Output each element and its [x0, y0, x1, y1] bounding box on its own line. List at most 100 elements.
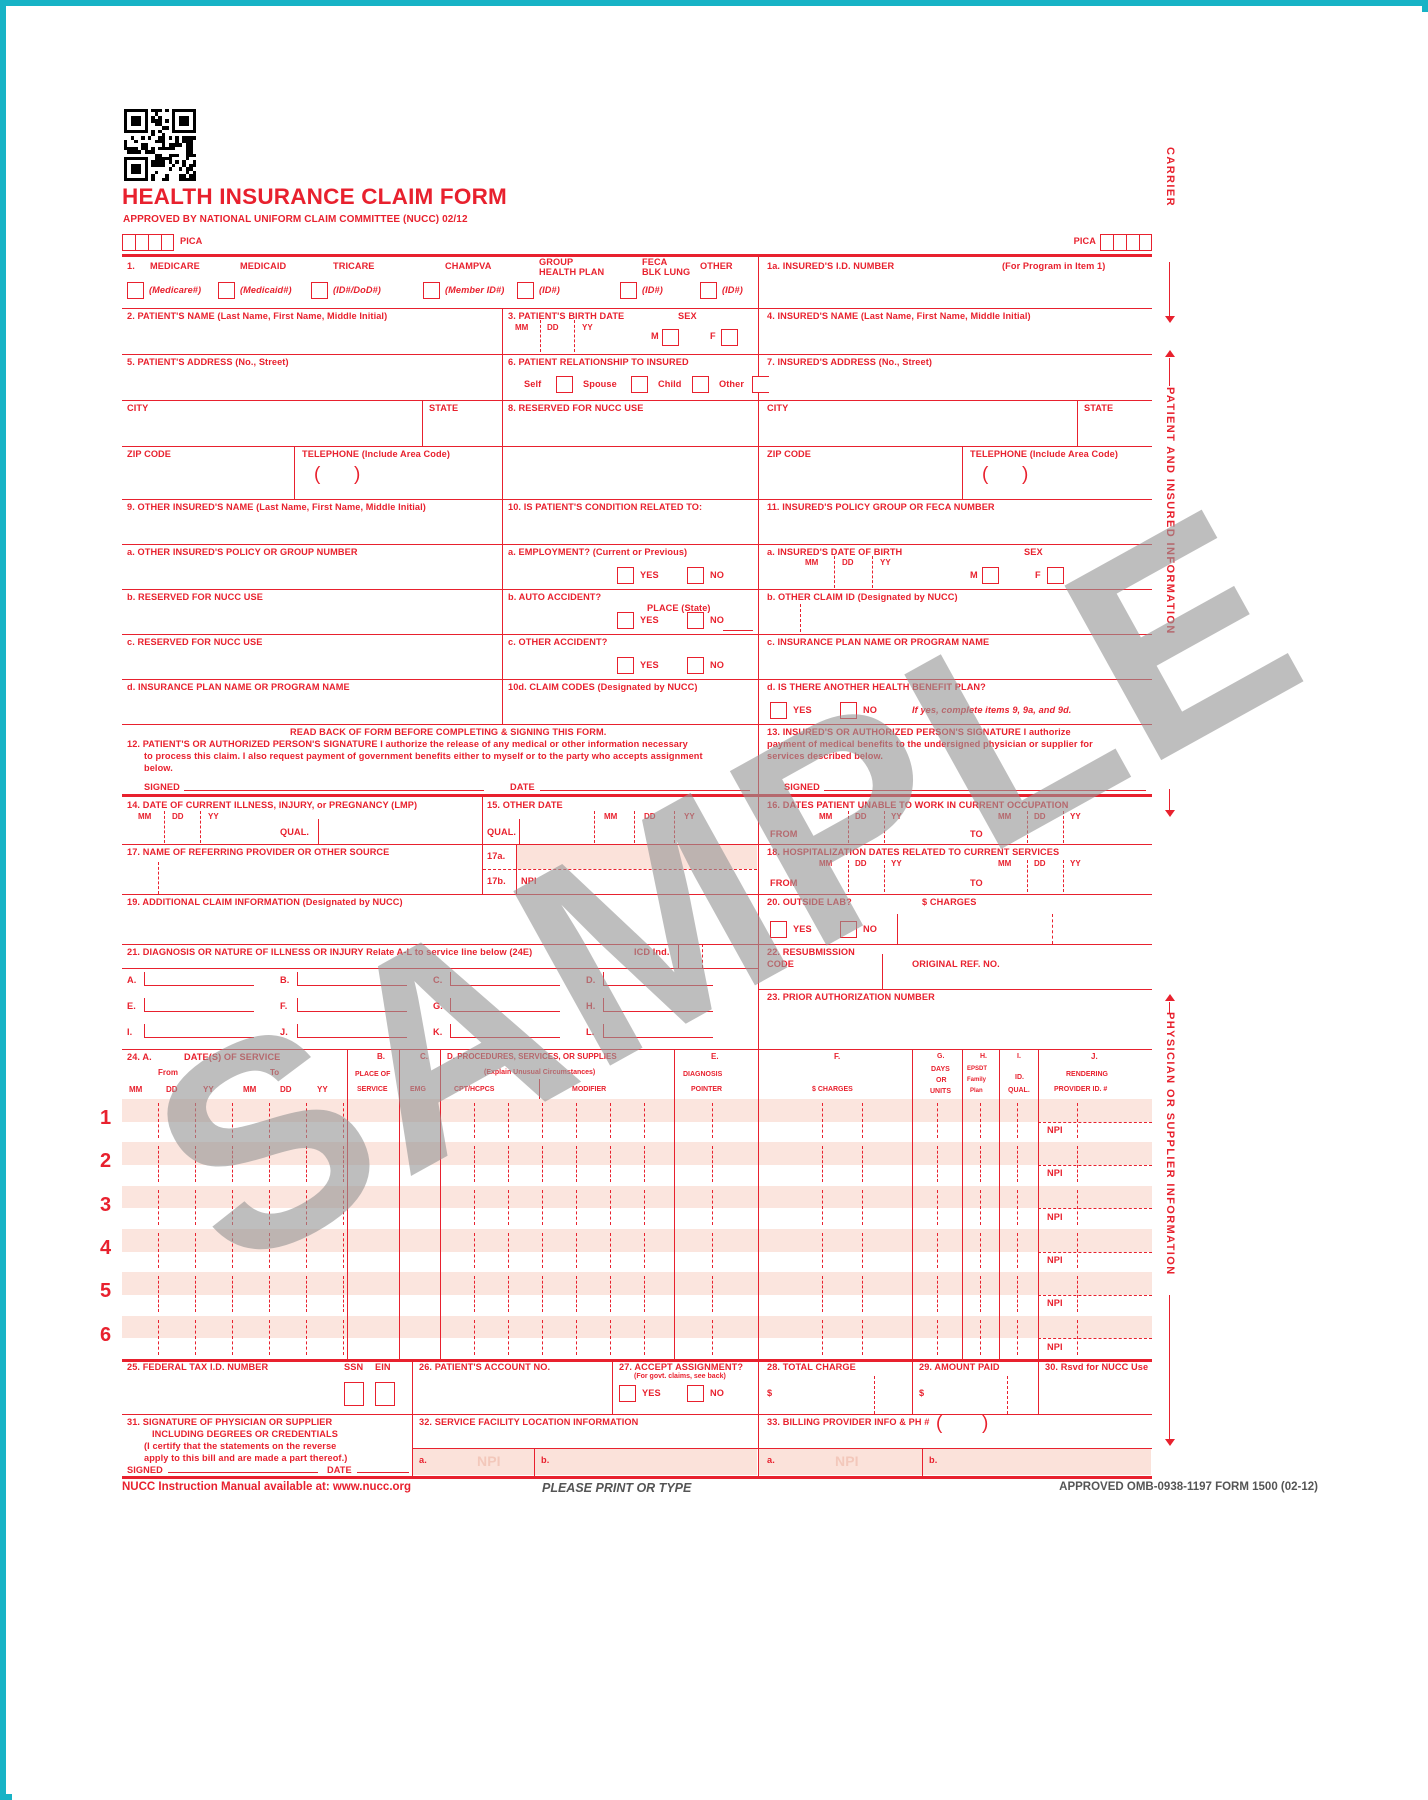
- patient-rule-top: [1169, 358, 1170, 386]
- item10c-no-checkbox[interactable]: [687, 657, 704, 674]
- item1-opt2-checkbox[interactable]: [311, 282, 328, 299]
- item24-g-l1: DAYS: [931, 1066, 950, 1073]
- vrule-r12a: [482, 797, 483, 844]
- item27-no-checkbox[interactable]: [687, 1385, 704, 1402]
- service-field-sep: [1077, 1319, 1078, 1355]
- item1-opt3-sub: (Member ID#): [445, 285, 505, 295]
- item18-mm1: MM: [819, 859, 833, 868]
- item10b-yes-checkbox[interactable]: [617, 612, 634, 629]
- item31-signed-label: SIGNED: [127, 1465, 163, 1475]
- service-field-sep: [542, 1189, 543, 1225]
- item21-input-I[interactable]: [144, 1024, 254, 1038]
- patient-arrow-up: [1165, 350, 1175, 357]
- service-col-rule: [758, 1099, 759, 1143]
- item24-col-mm2: MM: [243, 1085, 257, 1094]
- vrule-r1: [758, 257, 759, 308]
- item10b-no-checkbox[interactable]: [687, 612, 704, 629]
- service-field-sep: [980, 1232, 981, 1269]
- service-col-rule: [962, 1099, 963, 1143]
- item25-ssn-checkbox[interactable]: [344, 1382, 364, 1406]
- service-row-shade: [122, 1272, 1152, 1295]
- item1-opt3-checkbox[interactable]: [423, 282, 440, 299]
- item24-j-letter: J.: [1091, 1052, 1098, 1061]
- service-col-rule: [758, 1272, 759, 1316]
- item15-qual-label: QUAL.: [487, 827, 517, 837]
- item31-date-input[interactable]: [357, 1459, 409, 1473]
- item11a-f-checkbox[interactable]: [1047, 567, 1064, 584]
- item13-signed-input[interactable]: [824, 775, 1146, 791]
- item31-signed-input[interactable]: [168, 1459, 318, 1473]
- item3-m-checkbox[interactable]: [662, 329, 679, 346]
- service-npi-split: [1038, 1251, 1152, 1253]
- rule-r2: [122, 354, 1152, 355]
- item24-d-sub: (Explain Unusual Circumstances): [484, 1069, 596, 1076]
- service-npi-label: NPI: [1047, 1341, 1063, 1352]
- service-npi-split: [1038, 1164, 1152, 1166]
- service-date-sep: [195, 1232, 196, 1269]
- item6-spouse-checkbox[interactable]: [631, 376, 648, 393]
- item21-input-C[interactable]: [450, 972, 560, 986]
- item24-b-l1: PLACE OF: [355, 1071, 391, 1078]
- service-col-rule: [674, 1142, 675, 1186]
- item11d-yes-checkbox[interactable]: [770, 702, 787, 719]
- service-col-rule: [999, 1185, 1000, 1229]
- item18-sep2: [884, 860, 885, 892]
- item21-input-D[interactable]: [603, 972, 713, 986]
- pica-row: PICA PICA: [122, 234, 1152, 254]
- item1-opt0-checkbox[interactable]: [127, 282, 144, 299]
- item33-paren-close: ): [982, 1413, 989, 1434]
- item21-input-H[interactable]: [603, 998, 713, 1012]
- item21-input-E[interactable]: [144, 998, 254, 1012]
- item18-label: 18. HOSPITALIZATION DATES RELATED TO CUR…: [767, 847, 1060, 857]
- service-col-rule: [999, 1315, 1000, 1359]
- item31-line2: INCLUDING DEGREES OR CREDENTIALS: [152, 1429, 338, 1439]
- item6-child-checkbox[interactable]: [692, 376, 709, 393]
- item25-ssn-label: SSN: [344, 1362, 364, 1372]
- item6-self-checkbox[interactable]: [556, 376, 573, 393]
- item1-opt1-checkbox[interactable]: [218, 282, 235, 299]
- item11d-no-checkbox[interactable]: [840, 702, 857, 719]
- item21-input-J[interactable]: [297, 1024, 407, 1038]
- item21-input-A[interactable]: [144, 972, 254, 986]
- item3-mm: MM: [515, 323, 529, 332]
- item21-input-F[interactable]: [297, 998, 407, 1012]
- item12-signed-label: SIGNED: [144, 782, 180, 792]
- service-field-sep: [508, 1276, 509, 1312]
- item12-date-input[interactable]: [540, 775, 750, 791]
- item31-line3: (I certify that the statements on the re…: [144, 1441, 337, 1451]
- item3-f-checkbox[interactable]: [721, 329, 738, 346]
- vrule-r8a: [502, 589, 503, 634]
- item1-opt4-checkbox[interactable]: [517, 282, 534, 299]
- item32-npi-label: NPI: [477, 1453, 501, 1469]
- item14-qual-sep: [318, 819, 319, 844]
- form-sheet: HEALTH INSURANCE CLAIM FORM APPROVED BY …: [12, 12, 1428, 1800]
- item28-dollar: $: [767, 1388, 773, 1398]
- item11d-yes-label: YES: [793, 705, 812, 715]
- item1-opt5-checkbox[interactable]: [620, 282, 637, 299]
- service-field-sep: [542, 1276, 543, 1312]
- item10b-place-input[interactable]: [723, 612, 753, 631]
- service-col-rule: [758, 1315, 759, 1359]
- rule-bottom: [122, 1476, 1152, 1479]
- item12-signed-input[interactable]: [184, 775, 484, 791]
- item27-yes-checkbox[interactable]: [619, 1385, 636, 1402]
- item21-input-B[interactable]: [297, 972, 407, 986]
- item10c-yes-checkbox[interactable]: [617, 657, 634, 674]
- service-field-sep: [610, 1103, 611, 1139]
- item21-input-K[interactable]: [450, 1024, 560, 1038]
- item20-no-checkbox[interactable]: [840, 921, 857, 938]
- item11a-m-checkbox[interactable]: [982, 567, 999, 584]
- item21-input-L[interactable]: [603, 1024, 713, 1038]
- item21-input-G[interactable]: [450, 998, 560, 1012]
- item29-label: 29. AMOUNT PAID: [919, 1362, 1000, 1372]
- item25-ein-checkbox[interactable]: [375, 1382, 395, 1406]
- item6-other-checkbox[interactable]: [752, 376, 769, 393]
- item10a-yes-checkbox[interactable]: [617, 567, 634, 584]
- item1-opt6-checkbox[interactable]: [700, 282, 717, 299]
- item20-yes-checkbox[interactable]: [770, 921, 787, 938]
- service-field-sep: [542, 1103, 543, 1139]
- item21-icd-label: ICD Ind.: [634, 947, 670, 957]
- item24-h-l2: Family: [967, 1077, 987, 1083]
- item10a-no-checkbox[interactable]: [687, 567, 704, 584]
- service-field-sep: [542, 1146, 543, 1182]
